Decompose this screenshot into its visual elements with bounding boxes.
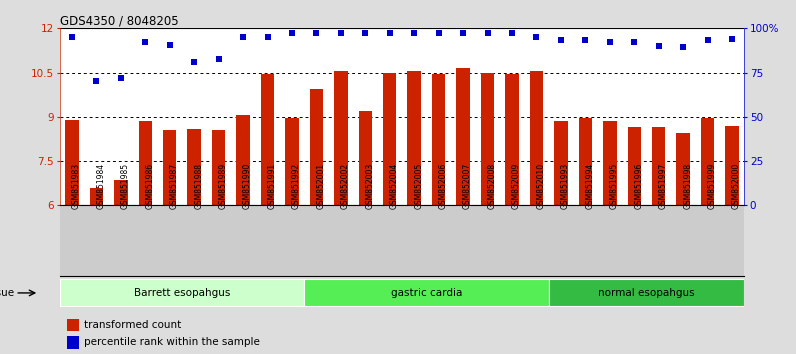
Text: GSM851984: GSM851984: [96, 163, 105, 209]
Bar: [358, 111, 372, 205]
Point: [236, 34, 249, 40]
Bar: [627, 127, 641, 205]
Bar: [310, 89, 323, 205]
Text: gastric cardia: gastric cardia: [391, 288, 462, 298]
Bar: [554, 121, 568, 205]
Bar: [114, 180, 127, 205]
Bar: [285, 118, 298, 205]
Bar: [548, 279, 744, 307]
Text: GSM852008: GSM852008: [487, 163, 497, 209]
Text: GSM851985: GSM851985: [121, 163, 130, 209]
Bar: [261, 74, 275, 205]
Text: GSM852000: GSM852000: [732, 162, 741, 209]
Point: [384, 30, 396, 36]
Text: GDS4350 / 8048205: GDS4350 / 8048205: [60, 14, 178, 27]
Text: GSM852005: GSM852005: [414, 162, 423, 209]
Text: GSM851983: GSM851983: [72, 163, 81, 209]
Text: GSM851999: GSM851999: [708, 162, 716, 209]
Bar: [90, 188, 103, 205]
Bar: [304, 279, 548, 307]
Point: [310, 30, 323, 36]
Text: GSM851989: GSM851989: [219, 163, 228, 209]
Point: [359, 30, 372, 36]
Point: [726, 36, 739, 41]
Bar: [603, 121, 617, 205]
Point: [408, 30, 420, 36]
Point: [481, 30, 494, 36]
Point: [530, 34, 543, 40]
Text: normal esopahgus: normal esopahgus: [598, 288, 695, 298]
Bar: [67, 319, 79, 331]
Point: [261, 34, 274, 40]
Point: [603, 39, 616, 45]
Text: GSM852001: GSM852001: [316, 163, 326, 209]
Text: Barrett esopahgus: Barrett esopahgus: [134, 288, 230, 298]
Text: percentile rank within the sample: percentile rank within the sample: [84, 337, 260, 347]
Point: [286, 30, 298, 36]
Text: transformed count: transformed count: [84, 320, 181, 330]
Point: [163, 42, 176, 47]
Point: [579, 37, 591, 43]
Text: GSM851988: GSM851988: [194, 163, 203, 209]
Bar: [408, 71, 421, 205]
Text: GSM852006: GSM852006: [439, 162, 447, 209]
Text: GSM851992: GSM851992: [292, 163, 301, 209]
Bar: [334, 71, 348, 205]
Point: [555, 37, 568, 43]
Text: GSM852010: GSM852010: [537, 163, 545, 209]
Text: GSM851997: GSM851997: [658, 162, 668, 209]
Point: [652, 43, 665, 49]
Text: GSM851991: GSM851991: [267, 163, 276, 209]
Bar: [432, 74, 446, 205]
Text: GSM852004: GSM852004: [390, 162, 399, 209]
Bar: [725, 126, 739, 205]
Point: [505, 30, 518, 36]
Text: GSM851993: GSM851993: [561, 162, 570, 209]
Bar: [139, 121, 152, 205]
Text: GSM851987: GSM851987: [170, 163, 179, 209]
Bar: [700, 118, 714, 205]
Bar: [579, 118, 592, 205]
Text: GSM851994: GSM851994: [585, 162, 595, 209]
Text: GSM852007: GSM852007: [463, 162, 472, 209]
Point: [90, 79, 103, 84]
Bar: [652, 127, 665, 205]
Point: [188, 59, 201, 65]
Text: GSM851986: GSM851986: [145, 163, 154, 209]
Bar: [677, 133, 690, 205]
Point: [628, 39, 641, 45]
Bar: [481, 73, 494, 205]
Bar: [505, 74, 519, 205]
Point: [677, 45, 689, 50]
Bar: [60, 279, 304, 307]
Bar: [383, 73, 396, 205]
Bar: [65, 120, 79, 205]
Bar: [212, 130, 225, 205]
Point: [65, 34, 78, 40]
Text: GSM851996: GSM851996: [634, 162, 643, 209]
Point: [115, 76, 127, 81]
Text: GSM851998: GSM851998: [683, 163, 693, 209]
Point: [701, 37, 714, 43]
Bar: [236, 115, 250, 205]
Bar: [456, 68, 470, 205]
Bar: [163, 130, 177, 205]
Point: [213, 57, 225, 62]
Bar: [187, 129, 201, 205]
Text: GSM852009: GSM852009: [512, 162, 521, 209]
Text: tissue: tissue: [0, 288, 15, 298]
Text: GSM852003: GSM852003: [365, 162, 374, 209]
Bar: [529, 71, 543, 205]
Point: [334, 30, 347, 36]
Text: GSM851995: GSM851995: [610, 162, 618, 209]
Point: [432, 30, 445, 36]
Point: [139, 39, 151, 45]
Point: [457, 30, 470, 36]
Text: GSM851990: GSM851990: [243, 162, 252, 209]
Bar: [67, 336, 79, 349]
Text: GSM852002: GSM852002: [341, 163, 350, 209]
